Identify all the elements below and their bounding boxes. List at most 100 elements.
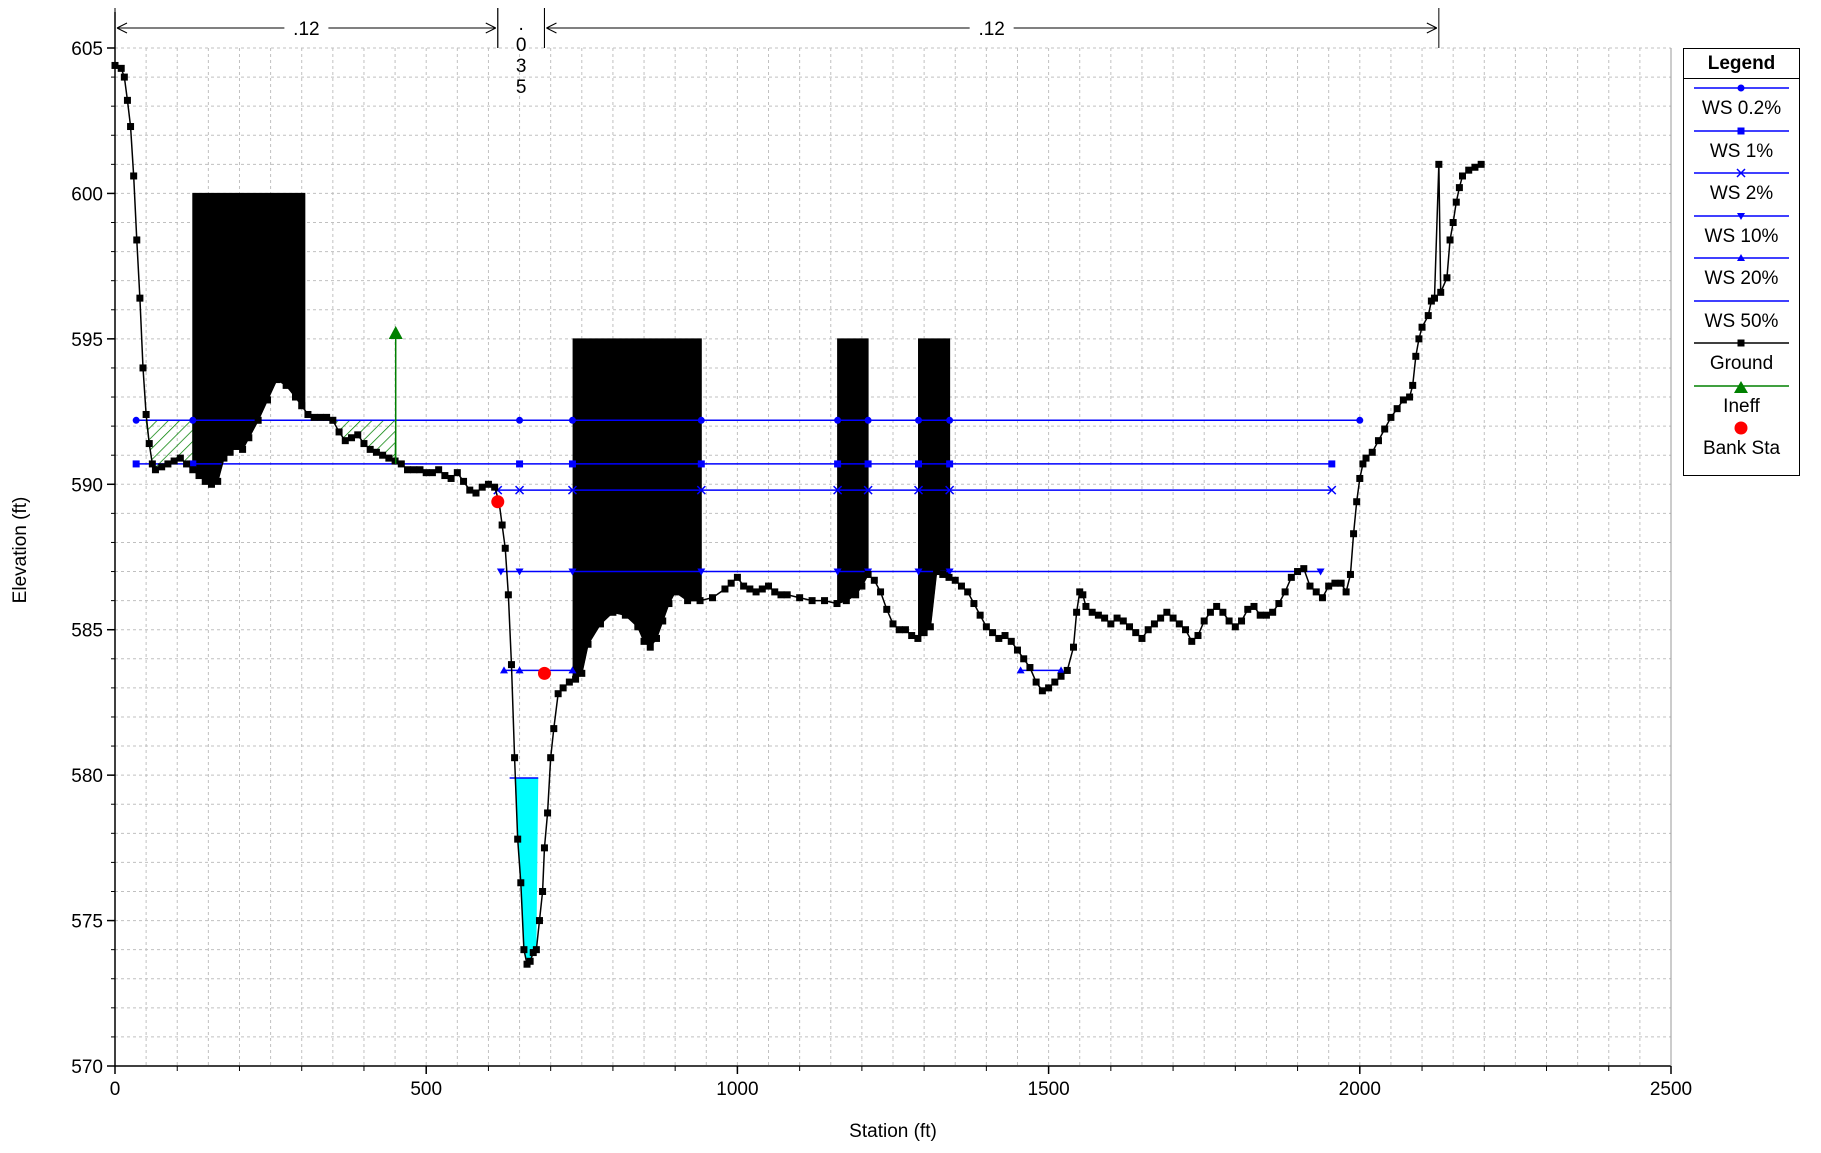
- ground-point: [239, 445, 247, 453]
- legend-entry: Ground: [1684, 333, 1799, 375]
- ground-point: [858, 582, 866, 590]
- ground-point: [1350, 530, 1358, 538]
- ground-point: [572, 675, 580, 683]
- ws-marker: [1356, 416, 1364, 424]
- ground-point: [526, 957, 534, 965]
- ground-point: [1312, 588, 1320, 596]
- ws-marker: [913, 485, 924, 495]
- legend-marker: [1737, 254, 1745, 261]
- manning-n-annotations: .12.035 .12: [114, 8, 1440, 98]
- ground-point: [341, 437, 349, 445]
- ground-point: [372, 448, 380, 456]
- ground-point: [1275, 600, 1283, 608]
- ground-point: [1182, 626, 1190, 634]
- ground-point: [889, 620, 897, 628]
- ws-marker: [568, 666, 577, 674]
- ws-marker: [834, 460, 842, 468]
- ground-point: [895, 626, 903, 634]
- ground-point: [1119, 617, 1127, 625]
- y-tick-label: 590: [71, 475, 103, 496]
- legend-swatch: [1694, 380, 1789, 393]
- ground-point: [1406, 393, 1414, 401]
- legend-label: WS 2%: [1709, 183, 1774, 204]
- ws-marker: [568, 416, 576, 424]
- x-axis-title: Station (ft): [849, 1121, 937, 1142]
- ground-point: [511, 754, 519, 762]
- axes: 570 575 580 585 590 595 600 605 0 500 1000 1500 2000…: [71, 12, 1692, 1100]
- ground-point: [976, 611, 984, 619]
- legend-entry: WS 2%: [1684, 163, 1799, 205]
- ground-point: [232, 442, 240, 450]
- ground-point: [133, 236, 141, 244]
- ground-point: [933, 568, 941, 576]
- legend-entry: WS 10%: [1684, 206, 1799, 248]
- ground-point: [484, 480, 492, 488]
- ground-point: [1057, 672, 1065, 680]
- ground-line: [114, 64, 1482, 966]
- ground-point: [970, 600, 978, 608]
- ground-point: [366, 445, 374, 453]
- legend-swatch: [1694, 84, 1789, 92]
- ws-marker: [189, 416, 197, 424]
- ground-point: [1294, 568, 1302, 576]
- n-value: .12: [978, 19, 1004, 40]
- ground-point: [535, 917, 543, 925]
- ws-marker: [945, 485, 955, 495]
- legend: Legend WS 0.2% WS 1% WS 2% WS 10% WS 20% WS 5…: [1683, 48, 1800, 476]
- ground-point: [964, 588, 972, 596]
- ground-point: [404, 466, 412, 474]
- ground-point: [1300, 565, 1308, 573]
- ground-point: [1038, 687, 1046, 695]
- x-tick-label: 500: [410, 1079, 442, 1100]
- legend-entry: Ineff: [1684, 376, 1799, 418]
- ground-point: [1356, 474, 1364, 482]
- water-surface-lines: [132, 416, 1364, 779]
- ground-point: [329, 416, 337, 424]
- ground-point: [1325, 582, 1333, 590]
- ground-point: [354, 431, 362, 439]
- ground-point: [1013, 646, 1021, 654]
- legend-label: WS 50%: [1704, 310, 1779, 332]
- ground-point: [123, 96, 131, 104]
- y-tick-label: 595: [71, 330, 103, 351]
- ground-point: [120, 73, 128, 81]
- ws-marker: [915, 460, 923, 468]
- ground-point: [746, 585, 754, 593]
- legend-marker: [1734, 380, 1748, 393]
- ground-point: [721, 585, 729, 593]
- ground-point: [466, 486, 474, 494]
- ground-point: [671, 588, 679, 596]
- ground-point: [136, 294, 144, 302]
- ground-point: [596, 620, 604, 628]
- ground-point: [1051, 678, 1059, 686]
- ground-point: [428, 469, 436, 477]
- ground-point: [176, 454, 184, 462]
- legend-label: WS 0.2%: [1701, 98, 1782, 119]
- ground-point: [273, 376, 281, 384]
- ground-point: [559, 684, 567, 692]
- ws-marker: [515, 485, 525, 495]
- bank-station: [537, 666, 551, 680]
- ground-point: [316, 413, 324, 421]
- n-value-char: 0: [516, 35, 527, 56]
- ground-point: [842, 597, 850, 605]
- ground-point: [1452, 198, 1460, 206]
- ground-point: [821, 597, 829, 605]
- ground-point: [1026, 664, 1034, 672]
- ineff-marker: [388, 326, 403, 340]
- ground-point: [995, 634, 1003, 642]
- ground-point: [189, 466, 197, 474]
- ground-point: [609, 608, 617, 616]
- ground-point: [901, 626, 909, 634]
- legend-entry: Bank Sta: [1684, 418, 1799, 460]
- ground-point: [957, 582, 965, 590]
- ws-marker: [189, 460, 197, 468]
- ground-point: [1337, 579, 1345, 587]
- legend-label: Ground: [1709, 353, 1774, 374]
- ground-point: [1281, 588, 1289, 596]
- n-arrowhead: [1426, 22, 1438, 34]
- ground-point: [1032, 678, 1040, 686]
- ground-point: [544, 809, 552, 817]
- ground-point: [220, 454, 228, 462]
